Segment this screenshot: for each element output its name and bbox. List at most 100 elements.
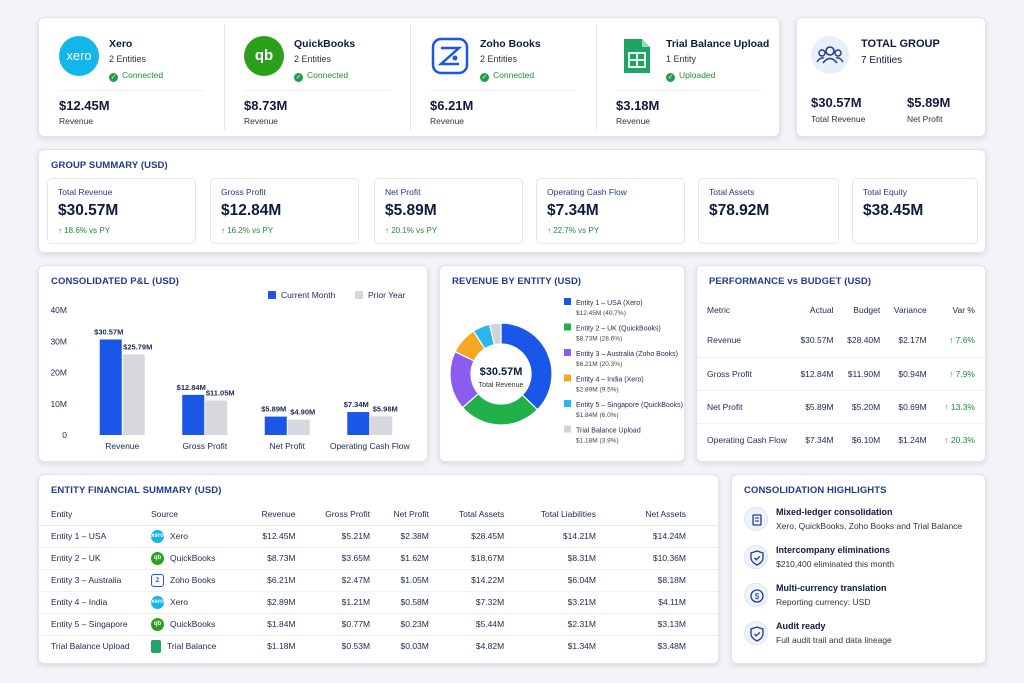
column-header: Actual	[809, 305, 834, 315]
table-cell: $5.44M	[475, 619, 505, 629]
kpi-total-equity[interactable]: Total Equity $38.45M	[852, 178, 978, 244]
bar[interactable]	[347, 412, 370, 435]
table-cell: $1.05M	[400, 575, 429, 585]
table-cell: $8.31M	[567, 553, 596, 563]
table-row[interactable]: Operating Cash Flow $7.34M $6.10M $1.24M ↑ 2…	[697, 423, 985, 456]
total-group-card: TOTAL GROUP 7 Entities $30.57M Total Rev…	[796, 17, 986, 137]
table-cell: Operating Cash Flow	[707, 434, 787, 445]
xero-icon: xero	[151, 529, 164, 543]
kpi-operating-cash-flow[interactable]: Operating Cash Flow $7.34M ↑ 22.7% vs PY	[536, 178, 685, 244]
status-text: Uploaded	[679, 70, 716, 80]
check-icon: ✓	[480, 73, 489, 82]
legend-detail: $8.73M (28.6%)	[576, 336, 622, 343]
bar[interactable]	[264, 416, 287, 435]
legend-swatch	[564, 349, 571, 356]
table-cell: ↑ 20.3%	[944, 434, 975, 445]
donut-center-label: Total Revenue	[479, 382, 524, 389]
consolidated-pl-card: CONSOLIDATED P&L (USD) 0 10M 20M 30M 40M Curr…	[38, 265, 428, 462]
table-cell: $0.23M	[400, 619, 429, 629]
source-xero[interactable]: xero Xero 2 Entities ✓ Connected $12.45M …	[39, 18, 224, 136]
highlight-title: Intercompany eliminations	[776, 545, 891, 555]
kpi-net-profit[interactable]: Net Profit $5.89M ↑ 20.1% vs PY	[374, 178, 523, 244]
legend-label: Entity 3 – Australia (Zoho Books)	[576, 351, 678, 358]
net-profit-value: $5.89M	[907, 95, 951, 110]
source-quickbooks[interactable]: qb QuickBooks 2 Entities ✓ Connected $8.7…	[224, 18, 410, 136]
table-row[interactable]: Gross Profit $12.84M $11.90M $0.94M ↑ 7.9%	[697, 357, 985, 390]
highlight-title: Mixed-ledger consolidation	[776, 507, 893, 517]
bar[interactable]	[182, 394, 205, 435]
source-trial-balance[interactable]: Trial Balance Upload 1 Entity ✓ Uploaded …	[596, 18, 779, 136]
table-cell: $12.45M	[262, 531, 296, 541]
table-header-row: Entity Source Revenue Gross Profit Net P…	[39, 503, 718, 525]
highlight-description: $210,400 eliminated this month	[776, 559, 895, 569]
table-cell: $5.21M	[341, 531, 371, 541]
bar[interactable]	[122, 354, 145, 435]
legend-label: Current Month	[281, 290, 336, 300]
bar[interactable]	[370, 416, 393, 435]
donut-slice[interactable]	[488, 322, 502, 346]
source-revenue-label: Revenue	[244, 116, 279, 126]
total-revenue-label: Total Revenue	[811, 114, 866, 124]
kpi-value: $38.45M	[863, 202, 924, 219]
group-icon	[811, 36, 849, 74]
xero-logo-icon: xero	[59, 36, 99, 76]
source-zoho-books[interactable]: Zoho Books 2 Entities ✓ Connected $6.21M …	[410, 18, 596, 136]
bar-value-label: $5.98M	[373, 404, 398, 413]
bar[interactable]	[287, 419, 310, 435]
column-header: Net Profit	[393, 508, 429, 519]
table-cell: $14.22M	[471, 575, 505, 585]
table-cell: $0.77M	[341, 619, 371, 629]
table-row[interactable]: Entity 3 – Australia Z Zoho Books $6.21M $2.…	[39, 569, 718, 591]
table-row[interactable]: Entity 4 – India xero Xero $2.89M $1.21M $0.5…	[39, 591, 718, 613]
spreadsheet-icon	[151, 639, 161, 653]
table-cell: $18.67M	[471, 553, 505, 563]
kpi-total-assets[interactable]: Total Assets $78.92M	[698, 178, 839, 244]
column-header: Var %	[952, 305, 975, 315]
highlight-description: Full audit trail and data lineage	[776, 635, 892, 645]
table-row[interactable]: Net Profit $5.89M $5.20M $0.69M ↑ 13.3%	[697, 390, 985, 423]
highlight-description: Xero, QuickBooks, Zoho Books and Trial B…	[776, 521, 963, 531]
bar[interactable]	[205, 400, 228, 435]
table-cell: ↑ 7.9%	[949, 368, 975, 379]
table-row[interactable]: Entity 2 – UK qb QuickBooks $8.73M $3.65M $1.…	[39, 547, 718, 569]
legend-label: Prior Year	[368, 290, 405, 300]
zoho-books-icon: Z	[151, 573, 164, 587]
kpi-label: Net Profit	[385, 187, 421, 197]
legend-label: Entity 1 – USA (Xero)	[576, 300, 643, 307]
table-cell: $14.24M	[652, 531, 686, 541]
donut-slice[interactable]	[500, 322, 553, 411]
legend-label: Trial Balance Upload	[576, 428, 641, 435]
table-cell: $14.21M	[562, 531, 596, 541]
source-name: QuickBooks	[170, 552, 216, 563]
table-cell: $6.10M	[851, 434, 881, 445]
table-cell: $6.04M	[567, 575, 596, 585]
revenue-by-entity-card: REVENUE BY ENTITY (USD) $30.57M Total Rev…	[439, 265, 685, 462]
table-cell: $2.31M	[567, 619, 596, 629]
table-row[interactable]: Entity 1 – USA xero Xero $12.45M $5.21M $2.38…	[39, 525, 718, 547]
total-group-title: TOTAL GROUP	[861, 38, 940, 50]
column-header: Revenue	[261, 508, 296, 519]
table-row[interactable]: Revenue $30.57M $28.40M $2.17M ↑ 7.6%	[697, 324, 985, 357]
table-row[interactable]: Trial Balance Upload Trial Balance $1.18M $…	[39, 635, 718, 657]
status-text: Connected	[122, 70, 164, 80]
kpi-gross-profit[interactable]: Gross Profit $12.84M ↑ 16.2% vs PY	[210, 178, 359, 244]
source-revenue-label: Revenue	[616, 116, 651, 126]
table-cell: $7.34M	[805, 434, 834, 445]
source-connections-card: xero Xero 2 Entities ✓ Connected $12.45M …	[38, 17, 780, 137]
check-icon: ✓	[109, 73, 118, 82]
revenue-donut-chart: $30.57M Total Revenue Entity 1 – USA (Xero…	[449, 298, 683, 445]
table-cell: $2.38M	[400, 531, 429, 541]
kpi-total-revenue[interactable]: Total Revenue $30.57M ↑ 18.6% vs PY	[47, 178, 196, 244]
legend-detail: $6.21M (20.3%)	[576, 361, 622, 368]
section-title: CONSOLIDATION HIGHLIGHTS	[744, 485, 887, 496]
section-title: ENTITY FINANCIAL SUMMARY (USD)	[51, 485, 222, 496]
table-cell: $11.90M	[847, 368, 881, 379]
source-cell: xero Xero	[151, 591, 239, 613]
table-row[interactable]: Entity 5 – Singapore qb QuickBooks $1.84M $0…	[39, 613, 718, 635]
table-cell: ↑ 7.6%	[949, 335, 975, 346]
column-header: Source	[151, 508, 178, 519]
legend-swatch	[564, 400, 571, 407]
divider	[59, 90, 204, 91]
bar[interactable]	[99, 339, 122, 435]
bar-value-label: $30.57M	[94, 327, 123, 336]
